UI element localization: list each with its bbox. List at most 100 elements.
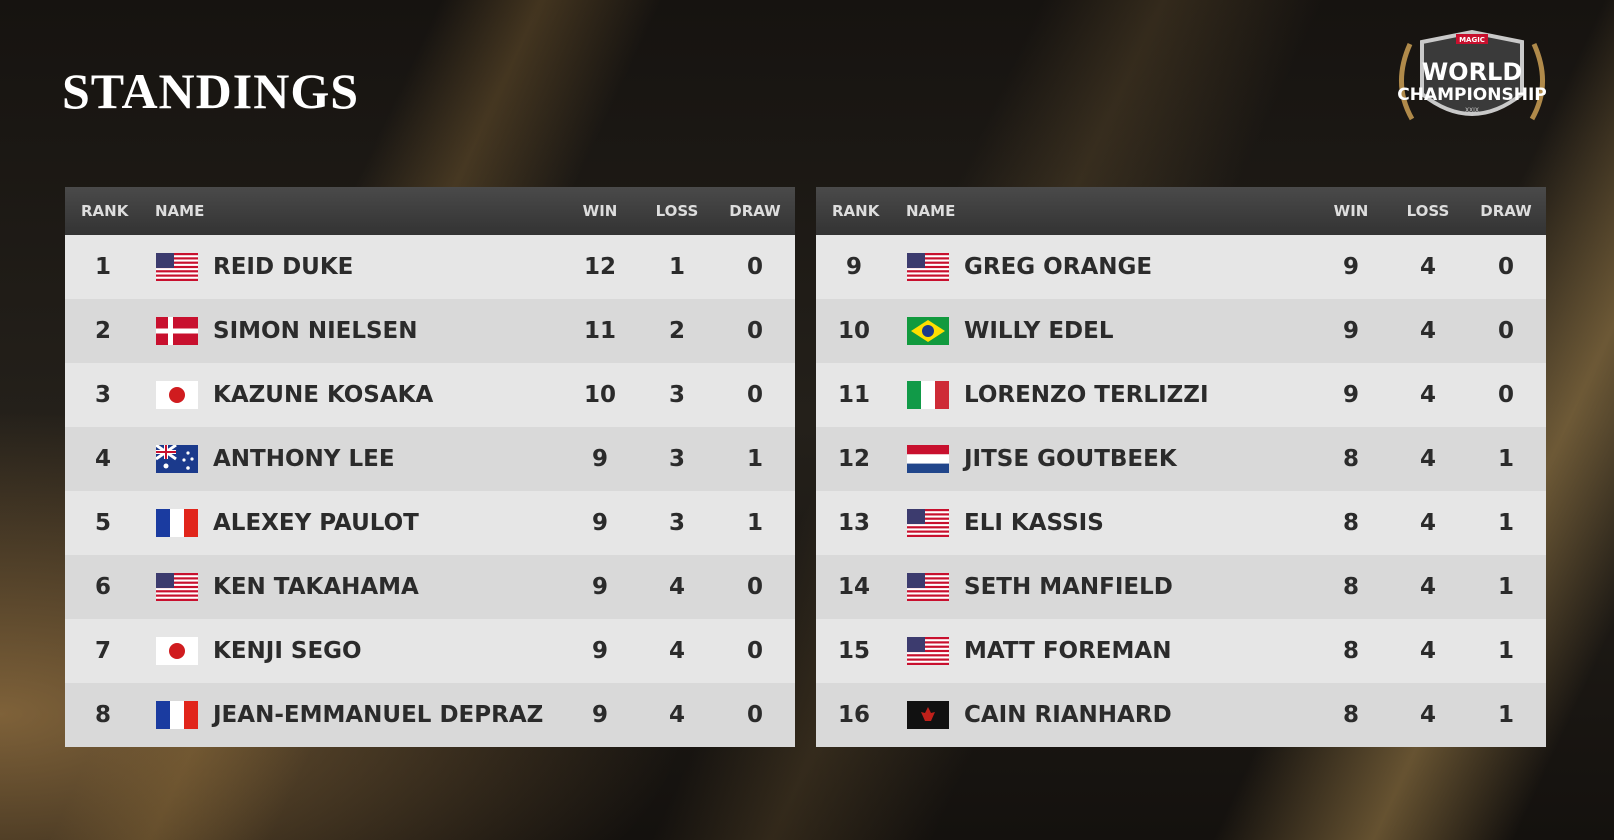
logo-brand: MAGIC [1459,36,1485,44]
wins: 8 [1342,574,1359,600]
wins: 8 [1342,702,1359,728]
standings-row: 2 SIMON NIELSEN 11 2 0 [65,299,795,363]
flag [907,509,949,537]
flag [156,381,198,409]
name: CAIN RIANHARD [964,702,1172,728]
rank: 10 [837,318,870,344]
logo: MAGIC WORLD CHAMPIONSHIP XXIX [1397,29,1547,121]
flag [156,509,198,537]
flag [156,701,198,729]
losses: 3 [668,382,685,408]
wins: 9 [1342,318,1359,344]
wins: 8 [1342,510,1359,536]
column-header: DRAW [729,202,781,220]
rank: 1 [94,254,111,280]
header-row: RANK NAME WIN LOSS DRAW [65,187,795,235]
shield [1420,29,1524,116]
standings-row: 10 WILLY EDEL 9 4 0 [816,299,1546,363]
name: LORENZO TERLIZZI [964,382,1209,408]
name: ANTHONY LEE [213,446,395,472]
name: KAZUNE KOSAKA [213,382,434,408]
name: KEN TAKAHAMA [213,574,419,600]
losses: 3 [668,510,685,536]
flag [907,317,949,345]
draws: 0 [1497,382,1514,408]
flag [907,445,949,473]
name: SETH MANFIELD [964,574,1173,600]
header-row: RANK NAME WIN LOSS DRAW [816,187,1546,235]
losses: 4 [1419,254,1436,280]
standings-row: 15 MATT FOREMAN 8 4 1 [816,619,1546,683]
standings-table: RANK NAME WIN LOSS DRAW 9 GREG ORANGE 9 4 0 10 WILL… [816,187,1546,747]
wins: 9 [1342,254,1359,280]
standings-row: 13 ELI KASSIS 8 4 1 [816,491,1546,555]
losses: 4 [668,574,685,600]
standings-row: 7 KENJI SEGO 9 4 0 [65,619,795,683]
draws: 1 [1497,638,1514,664]
losses: 4 [668,638,685,664]
flag [156,317,198,345]
wins: 8 [1342,446,1359,472]
draws: 1 [1497,446,1514,472]
rank: 16 [837,702,870,728]
column-header: WIN [582,202,618,220]
draws: 1 [746,510,763,536]
wins: 11 [583,318,616,344]
draws: 0 [1497,318,1514,344]
name: ALEXEY PAULOT [213,510,419,536]
logo-line2: CHAMPIONSHIP [1397,85,1547,105]
draws: 0 [746,382,763,408]
name: KENJI SEGO [213,638,362,664]
draws: 1 [1497,574,1514,600]
standings-row: 6 KEN TAKAHAMA 9 4 0 [65,555,795,619]
name: SIMON NIELSEN [213,318,418,344]
name: JEAN-EMMANUEL DEPRAZ [213,702,544,728]
draws: 0 [746,574,763,600]
wins: 9 [591,638,608,664]
standings-row: 8 JEAN-EMMANUEL DEPRAZ 9 4 0 [65,683,795,747]
flag [907,573,949,601]
losses: 4 [1419,318,1436,344]
column-header: LOSS [655,202,699,220]
rank: 12 [837,446,870,472]
wins: 9 [591,446,608,472]
standings-row: 14 SETH MANFIELD 8 4 1 [816,555,1546,619]
laurel [1399,42,1545,121]
rank: 13 [837,510,870,536]
draws: 0 [1497,254,1514,280]
column-header: LOSS [1406,202,1450,220]
wins: 8 [1342,638,1359,664]
logo-line1: WORLD [1422,58,1523,86]
losses: 4 [1419,702,1436,728]
standings-row: 12 JITSE GOUTBEEK 8 4 1 [816,427,1546,491]
name: ELI KASSIS [964,510,1104,536]
name: REID DUKE [213,254,354,280]
standings-row: 3 KAZUNE KOSAKA 10 3 0 [65,363,795,427]
name: MATT FOREMAN [964,638,1172,664]
flag [907,637,949,665]
standings-row: 1 REID DUKE 12 1 0 [65,235,795,299]
column-header: NAME [906,202,956,220]
flag [156,573,198,601]
losses: 4 [1419,446,1436,472]
flag [907,701,949,729]
standings-row: 11 LORENZO TERLIZZI 9 4 0 [816,363,1546,427]
rank: 4 [94,446,111,472]
wins: 9 [1342,382,1359,408]
name: WILLY EDEL [964,318,1114,344]
flag [156,253,198,281]
wins: 9 [591,510,608,536]
standings-table: RANK NAME WIN LOSS DRAW 1 REID DUKE 12 1 0 2 SIMON … [65,187,795,747]
column-header: RANK [81,202,129,220]
column-header: RANK [832,202,880,220]
wins: 9 [591,702,608,728]
draws: 0 [746,254,763,280]
losses: 4 [1419,382,1436,408]
draws: 0 [746,638,763,664]
column-header: WIN [1333,202,1369,220]
losses: 2 [668,318,685,344]
column-header: DRAW [1480,202,1532,220]
wins: 10 [583,382,616,408]
draws: 0 [746,318,763,344]
